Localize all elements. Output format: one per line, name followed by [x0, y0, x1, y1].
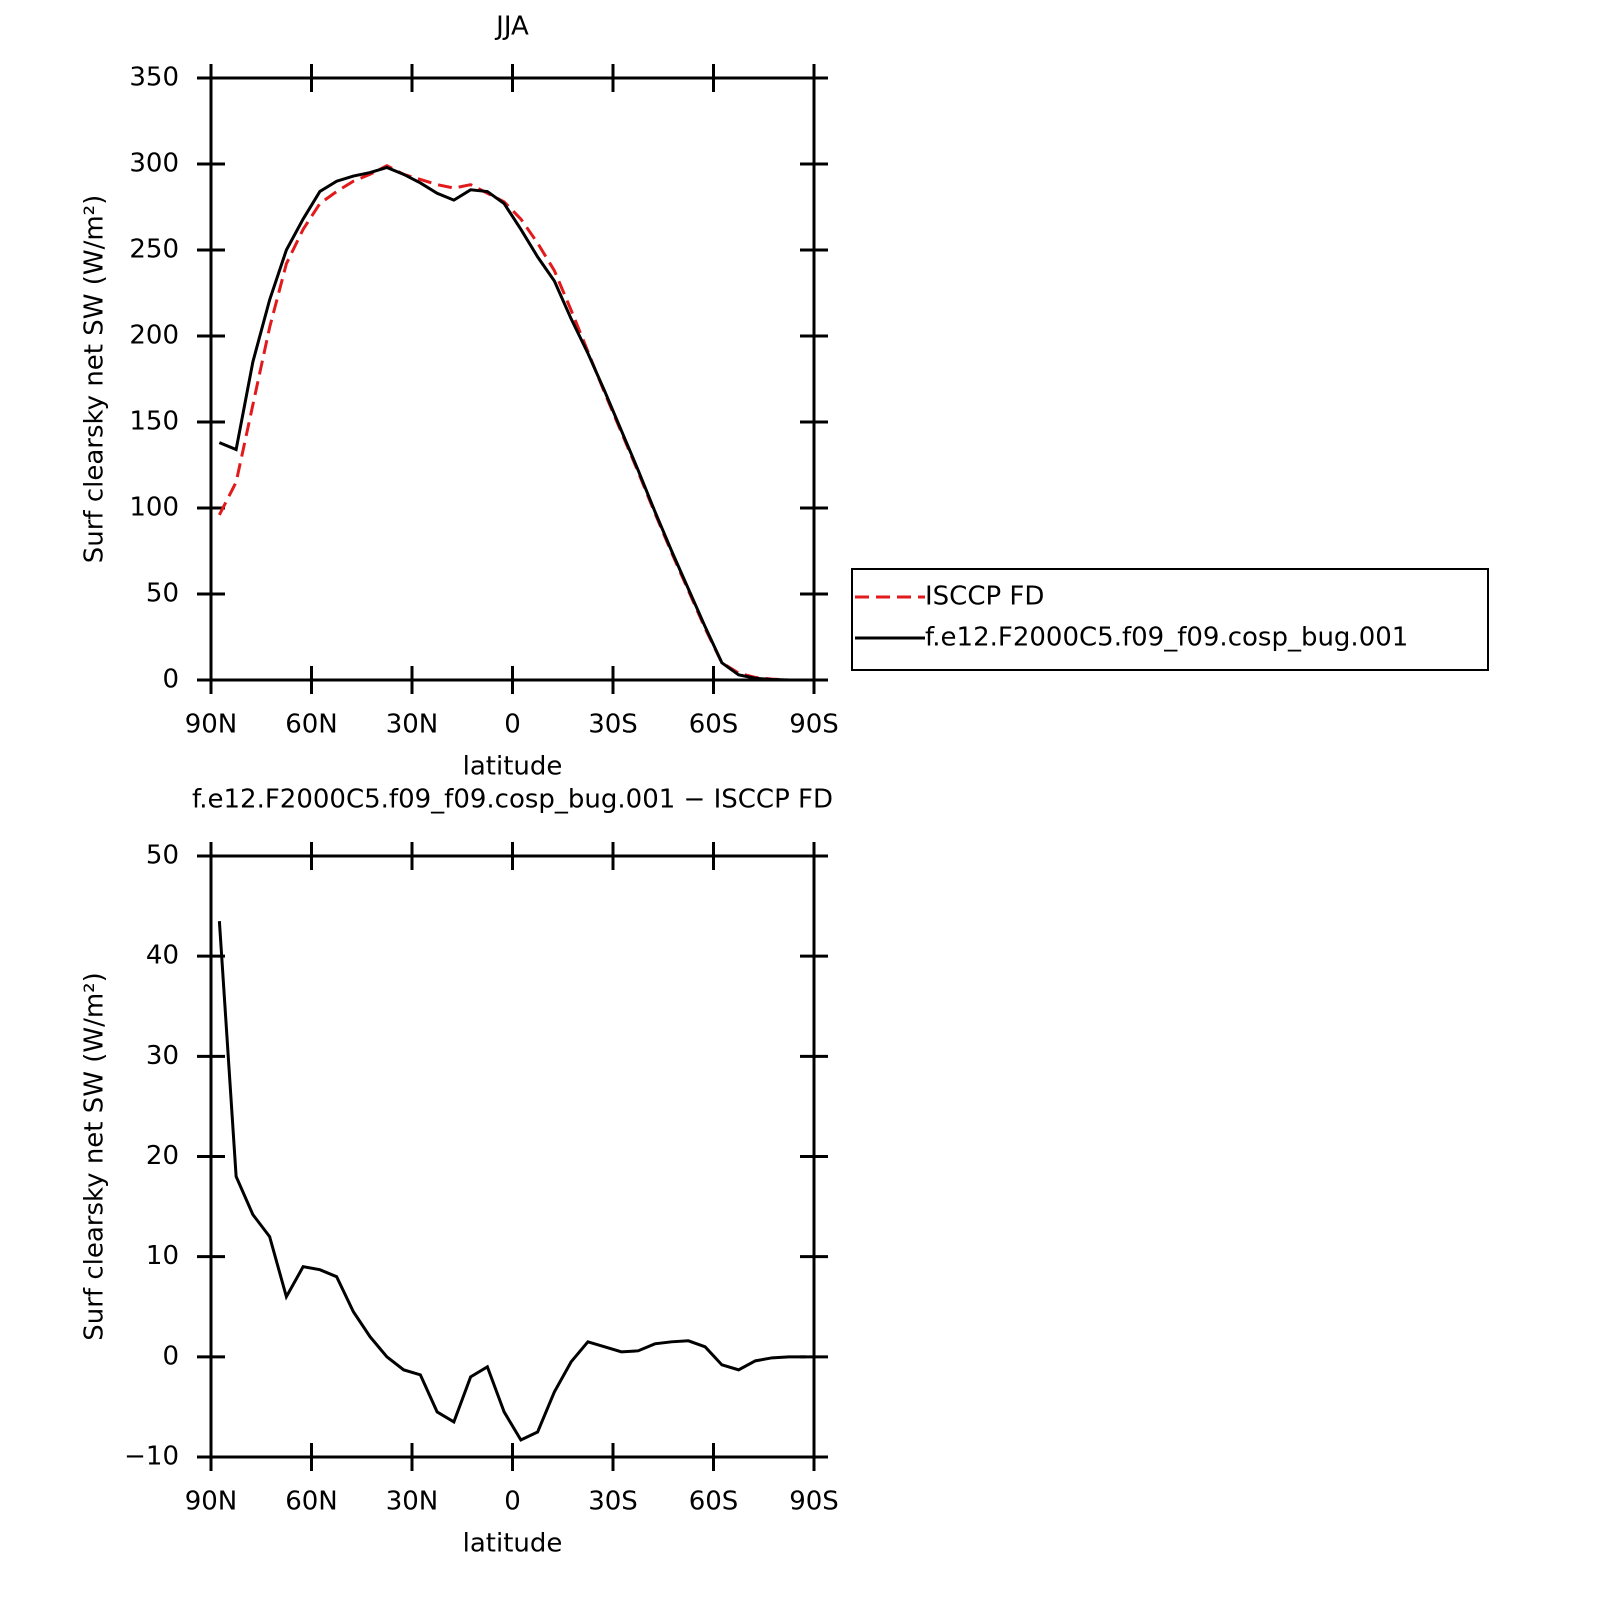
y-tick-label: 250: [129, 235, 179, 265]
y-tick-label: 10: [146, 1241, 179, 1271]
y-tick-label: 0: [162, 665, 179, 695]
y-tick-label: 30: [146, 1041, 179, 1071]
y-tick-label: −10: [124, 1442, 179, 1472]
y-tick-label: 20: [146, 1141, 179, 1171]
y-tick-label: 0: [162, 1341, 179, 1371]
y-tick-label: 50: [146, 579, 179, 609]
data-line: [217, 921, 806, 1442]
legend-box: [851, 568, 1489, 671]
x-tick-label: 30N: [386, 1487, 439, 1517]
y-axis-label: Surf clearsky net SW (W/m²): [80, 972, 110, 1340]
x-axis-label: latitude: [463, 1529, 563, 1559]
x-tick-label: 60S: [689, 710, 739, 740]
x-tick-label: 60N: [285, 710, 338, 740]
y-tick-label: 40: [146, 941, 179, 971]
x-tick-label: 90S: [789, 710, 839, 740]
x-tick-label: 30S: [588, 710, 638, 740]
y-tick-label: 200: [129, 321, 179, 351]
x-tick-label: 30S: [588, 1487, 638, 1517]
x-tick-label: 0: [504, 710, 521, 740]
x-tick-label: 0: [504, 1487, 521, 1517]
y-tick-label: 100: [129, 493, 179, 523]
chart-title: JJA: [494, 12, 529, 42]
x-tick-label: 60N: [285, 1487, 338, 1517]
y-tick-label: 350: [129, 63, 179, 93]
data-line: [218, 164, 806, 682]
legend-label: ISCCP FD: [925, 582, 1044, 612]
y-tick-label: 50: [146, 841, 179, 871]
y-tick-label: 150: [129, 407, 179, 437]
x-axis-label: latitude: [463, 752, 563, 782]
x-tick-label: 90N: [185, 710, 238, 740]
y-axis-label: Surf clearsky net SW (W/m²): [80, 195, 110, 563]
x-tick-label: 60S: [689, 1487, 739, 1517]
x-tick-label: 30N: [386, 710, 439, 740]
x-tick-label: 90N: [185, 1487, 238, 1517]
y-tick-label: 300: [129, 149, 179, 179]
data-line: [218, 165, 806, 682]
x-tick-label: 90S: [789, 1487, 839, 1517]
plot-frame: [209, 76, 816, 682]
legend-label: f.e12.F2000C5.f09_f09.cosp_bug.001: [925, 623, 1408, 653]
chart-title: f.e12.F2000C5.f09_f09.cosp_bug.001 − ISC…: [192, 785, 833, 815]
